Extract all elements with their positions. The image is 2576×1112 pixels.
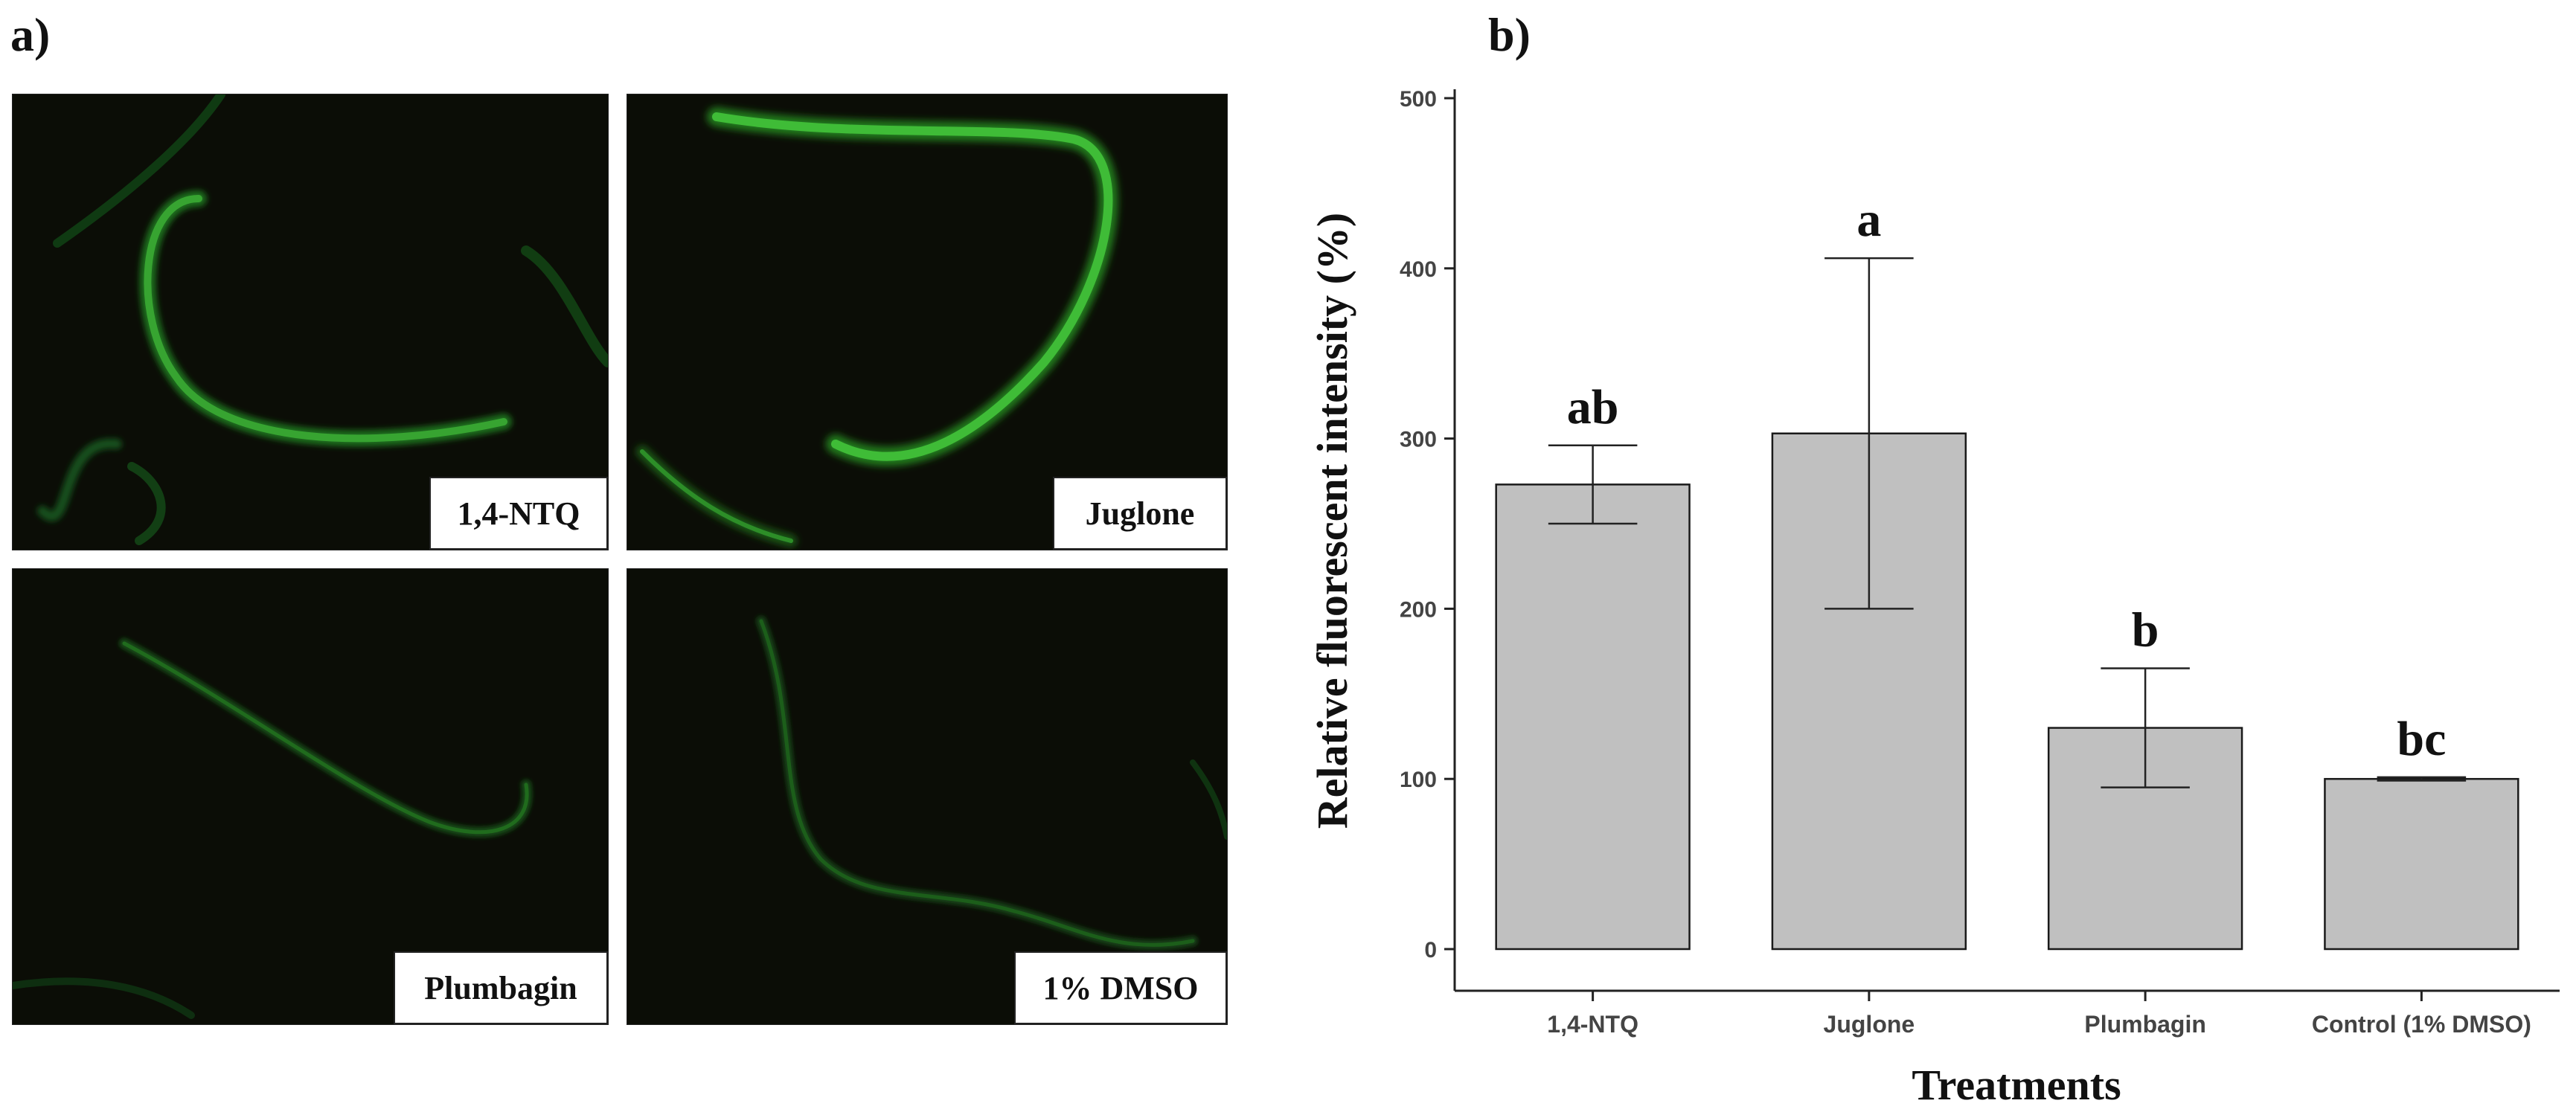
x-tick-label: 1,4-NTQ (1547, 1011, 1638, 1038)
bar (1495, 483, 1691, 951)
y-axis-title: Relative fluorescent intensity (%) (1308, 213, 1356, 829)
micrograph-juglone: Juglone (627, 94, 1228, 550)
micrograph-label-juglone: Juglone (1053, 477, 1227, 550)
panel-b-label: b) (1488, 8, 1531, 61)
micrograph-label-ntq: 1,4-NTQ (429, 477, 608, 550)
micrograph-label-dmso: 1% DMSO (1014, 951, 1227, 1024)
significance-label: a (1856, 193, 1881, 247)
worm-image-juglone (636, 107, 1118, 547)
worm-image-dmso (756, 616, 1227, 951)
micrograph-dmso: 1% DMSO (627, 568, 1228, 1025)
significance-label: b (2132, 602, 2159, 657)
x-axis-title: Treatments (1912, 1061, 2121, 1109)
micrograph-label-plumbagin: Plumbagin (394, 951, 608, 1024)
significance-label: bc (2397, 712, 2446, 766)
significance-label: ab (1567, 380, 1619, 434)
y-tick-label: 300 (1400, 428, 1437, 452)
micrograph-ntq: 1,4-NTQ (12, 94, 609, 550)
bar (2324, 777, 2519, 951)
x-tick-label: Juglone (1824, 1011, 1915, 1038)
x-tick-label: Control (1% DMSO) (2312, 1011, 2531, 1038)
y-tick-label: 200 (1400, 597, 1437, 622)
y-tick-label: 100 (1400, 768, 1437, 792)
worm-image-plumbagin (13, 638, 533, 1019)
x-tick-label: Plumbagin (2084, 1011, 2206, 1038)
worm-image-ntq (37, 94, 608, 545)
y-tick-label: 0 (1424, 938, 1437, 962)
y-tick-label: 500 (1400, 87, 1437, 112)
micrograph-plumbagin: Plumbagin (12, 568, 609, 1025)
y-tick-label: 400 (1400, 257, 1437, 282)
panel-a-label: a) (10, 8, 51, 61)
